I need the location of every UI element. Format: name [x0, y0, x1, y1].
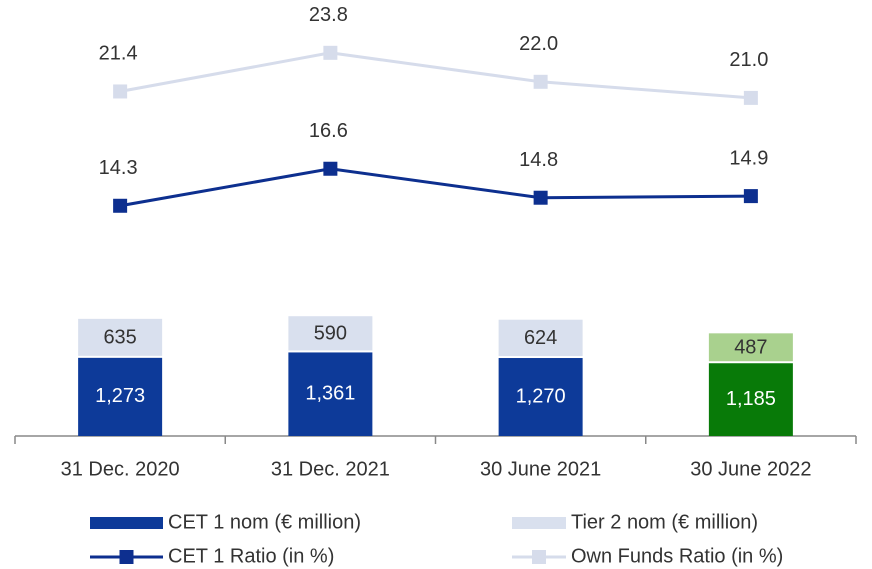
bar [708, 363, 793, 436]
legend-swatch [90, 517, 163, 529]
bar [288, 316, 373, 351]
x-tick-label: 31 Dec. 2021 [271, 458, 390, 480]
bar-label: 1,270 [516, 385, 566, 407]
line-label: 14.3 [99, 157, 138, 179]
line-marker [323, 45, 338, 60]
line [119, 51, 751, 100]
legend-label: CET 1 nom (€ million) [168, 511, 361, 533]
line-marker [533, 74, 548, 89]
bar [78, 357, 163, 436]
bar [498, 358, 583, 436]
line-marker [533, 190, 548, 205]
line-marker [113, 84, 128, 99]
line-label: 14.8 [519, 149, 558, 171]
bar [288, 352, 373, 436]
bar-label: 624 [524, 327, 557, 349]
bar [708, 333, 793, 362]
legend-marker [532, 550, 546, 564]
line-marker [323, 161, 338, 176]
legend-label: Tier 2 nom (€ million) [571, 511, 758, 533]
line-label: 16.6 [309, 120, 348, 142]
x-tick-label: 31 Dec. 2020 [61, 458, 180, 480]
bar-label: 1,273 [95, 385, 145, 407]
bar [78, 318, 163, 356]
line-label: 14.9 [729, 147, 768, 169]
x-tick-label: 30 June 2021 [480, 458, 601, 480]
legend-swatch [512, 517, 566, 529]
bar-label: 487 [734, 337, 767, 359]
line-label: 23.8 [309, 4, 348, 26]
line-marker [113, 198, 128, 213]
bar-label: 635 [103, 327, 136, 349]
line [119, 167, 751, 208]
x-tick-label: 30 June 2022 [690, 458, 811, 480]
line-label: 22.0 [519, 33, 558, 55]
legend-marker [119, 550, 134, 564]
line-marker [743, 189, 758, 204]
bar [498, 319, 583, 357]
bar-label: 1,361 [305, 382, 355, 404]
line-label: 21.0 [729, 49, 768, 71]
line-marker [743, 90, 758, 105]
bar-label: 590 [314, 323, 347, 345]
legend-label: Own Funds Ratio (in %) [571, 545, 783, 567]
legend-label: CET 1 Ratio (in %) [168, 545, 334, 567]
bar-label: 1,185 [726, 388, 776, 410]
line-label: 21.4 [99, 43, 138, 65]
